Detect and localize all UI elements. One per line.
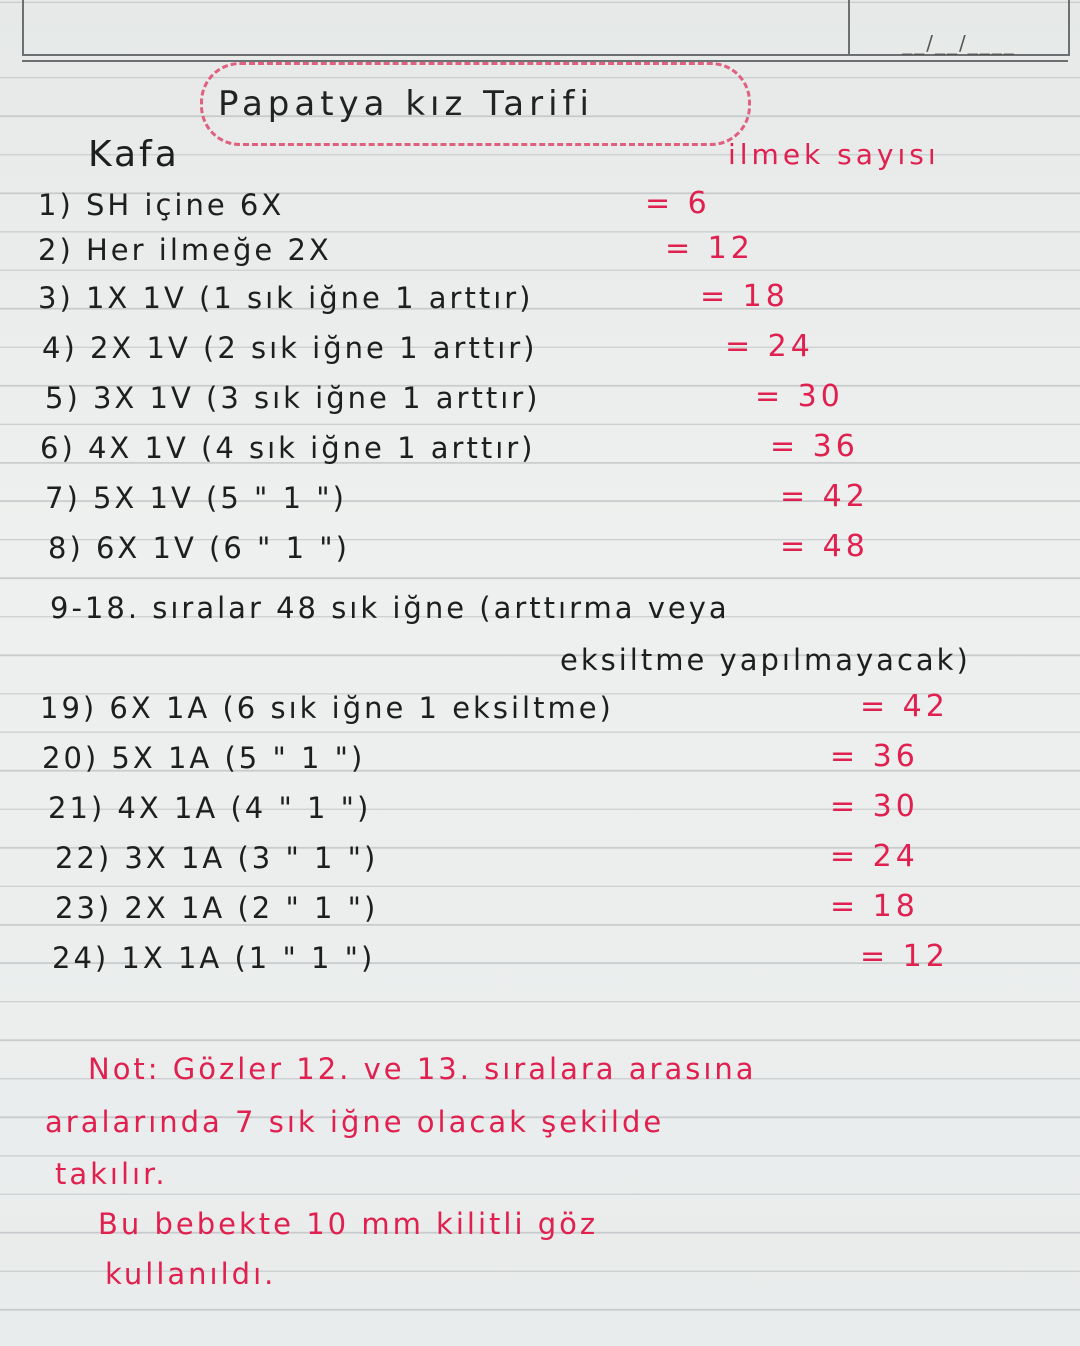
note-line: Not: Gözler 12. ve 13. sıralara arasına [88, 1052, 757, 1086]
row-instruction: 22) 3X 1A (3 " 1 ") [55, 841, 379, 875]
row-instruction: 19) 6X 1A (6 sık iğne 1 eksiltme) [40, 691, 614, 725]
row-stitch-count: = 12 [860, 939, 949, 974]
row-instruction: 5) 3X 1V (3 sık iğne 1 arttır) [45, 381, 541, 415]
row-stitch-count: = 42 [860, 689, 949, 724]
row-instruction: 6) 4X 1V (4 sık iğne 1 arttır) [40, 431, 536, 465]
row-stitch-count: = 36 [770, 429, 859, 464]
page-header-box [22, 0, 1070, 56]
title-cloud-frame [200, 62, 751, 146]
note-line: Bu bebekte 10 mm kilitli göz [98, 1207, 599, 1241]
note-line: kullanıldı. [105, 1257, 277, 1291]
row-stitch-count: = 18 [700, 279, 789, 314]
row-instruction: 7) 5X 1V (5 " 1 ") [45, 481, 347, 515]
row-instruction: eksiltme yapılmayacak) [560, 643, 971, 677]
row-instruction: 8) 6X 1V (6 " 1 ") [48, 531, 350, 565]
row-stitch-count: = 18 [830, 889, 919, 924]
row-stitch-count: = 48 [780, 529, 869, 564]
row-stitch-count: = 30 [755, 379, 844, 414]
row-stitch-count: = 36 [830, 739, 919, 774]
note-line: aralarında 7 sık iğne olacak şekilde [45, 1105, 665, 1139]
row-stitch-count: = 6 [645, 186, 711, 221]
row-instruction: 9-18. sıralar 48 sık iğne (arttırma veya [50, 591, 730, 625]
row-instruction: 20) 5X 1A (5 " 1 ") [42, 741, 366, 775]
row-instruction: 1) SH içine 6X [38, 188, 285, 222]
section-heading: Kafa [88, 134, 180, 175]
column-header: ilmek sayısı [728, 138, 940, 171]
note-line: takılır. [55, 1157, 168, 1191]
row-instruction: 21) 4X 1A (4 " 1 ") [48, 791, 372, 825]
row-instruction: 2) Her ilmeğe 2X [38, 233, 332, 267]
row-stitch-count: = 12 [665, 231, 754, 266]
row-stitch-count: = 24 [725, 329, 814, 364]
date-field: __/__/____ [848, 0, 1068, 55]
row-stitch-count: = 24 [830, 839, 919, 874]
row-stitch-count: = 30 [830, 789, 919, 824]
row-instruction: 23) 2X 1A (2 " 1 ") [55, 891, 379, 925]
row-instruction: 24) 1X 1A (1 " 1 ") [52, 941, 376, 975]
row-instruction: 4) 2X 1V (2 sık iğne 1 arttır) [42, 331, 538, 365]
page-title: Papatya kız Tarifi [218, 84, 594, 124]
header-divider [22, 60, 1068, 62]
row-instruction: 3) 1X 1V (1 sık iğne 1 arttır) [38, 281, 534, 315]
row-stitch-count: = 42 [780, 479, 869, 514]
